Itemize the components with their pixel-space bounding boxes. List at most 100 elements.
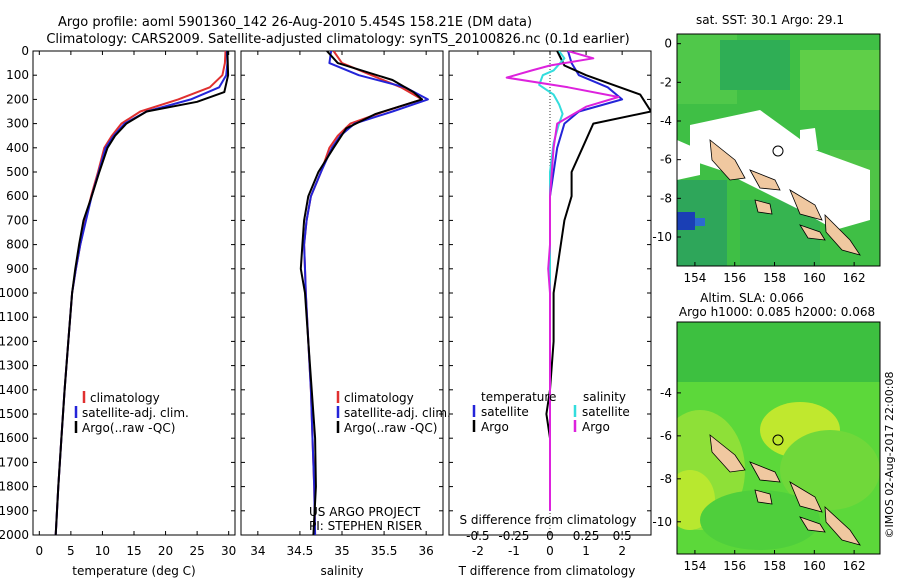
sla-map-frame — [676, 321, 881, 555]
legend-label-t-argo: Argo — [481, 420, 509, 434]
map-x-tick-label: 158 — [763, 271, 786, 285]
legend-label-satellite: satellite-adj. clim. — [82, 406, 189, 420]
x-tick-label: 5 — [67, 544, 75, 558]
map-x-tick-label: 160 — [803, 271, 826, 285]
map-x-tick-label: 158 — [763, 559, 786, 573]
axis-ticks: 0100200300400500600700800900100011001200… — [0, 44, 651, 558]
map-y-tick-label: -10 — [652, 515, 672, 529]
map-y-tick-label: 0 — [664, 37, 672, 51]
figure-title: Argo profile: aoml 5901360_142 26-Aug-20… — [58, 15, 532, 30]
figure-subtitle: Climatology: CARS2009. Satellite-adjuste… — [46, 32, 629, 47]
map-x-tick-label: 160 — [803, 559, 826, 573]
difference-xlabel: T difference from climatology — [458, 564, 636, 578]
y-tick-label: 600 — [6, 189, 29, 203]
x-tick-label: 2 — [618, 544, 626, 558]
legend-label-climatology: climatology — [344, 391, 414, 405]
temperature-legend: climatology satellite-adj. clim. Argo(..… — [74, 391, 189, 435]
x-tick-label: 10 — [95, 544, 110, 558]
y-tick-label: 1200 — [0, 334, 29, 348]
map-y-tick-label: -6 — [660, 153, 672, 167]
pi-annotation: PI: STEPHEN RISER — [309, 519, 422, 533]
y-tick-label: 1100 — [0, 310, 29, 324]
legend-label-argo: Argo(..raw -QC) — [344, 421, 437, 435]
credit-text: ©IMOS 02-Aug-2017 22:00:08 — [883, 372, 896, 539]
series-line-climatology — [303, 51, 423, 535]
map-y-tick-label: -8 — [660, 191, 672, 205]
temperature-panel — [32, 50, 236, 536]
series-line-climatology — [54, 51, 227, 535]
sla-map-title: Altim. SLA: 0.066 — [700, 291, 804, 305]
x-tick-label: 0 — [546, 544, 554, 558]
y-tick-label: 1700 — [0, 455, 29, 469]
y-tick-label: 2000 — [0, 528, 29, 542]
x-tick-top-label: -0.5 — [466, 529, 489, 543]
salinity-xlabel: salinity — [320, 564, 363, 578]
series-line-argo-raw-qc- — [299, 51, 423, 535]
legend-label-t-satellite: satellite — [481, 405, 529, 419]
sst-map-frame — [676, 33, 881, 267]
legend-label-s-satellite: satellite — [582, 405, 630, 419]
map-x-tick-label: 154 — [683, 559, 706, 573]
temperature-xlabel: temperature (deg C) — [72, 564, 195, 578]
series-line-temperature-argo — [545, 51, 651, 511]
map-x-tick-label: 156 — [723, 559, 746, 573]
y-tick-label: 500 — [6, 165, 29, 179]
map-x-tick-label: 162 — [843, 271, 866, 285]
x-tick-label: 15 — [126, 544, 141, 558]
y-tick-label: 100 — [6, 68, 29, 82]
map-y-tick-label: -2 — [660, 75, 672, 89]
series-line-argo-raw-qc- — [54, 51, 230, 535]
x-tick-label: 36 — [419, 544, 434, 558]
argo-position-marker — [772, 145, 784, 157]
y-tick-label: 1400 — [0, 383, 29, 397]
legend-label-argo: Argo(..raw -QC) — [82, 421, 175, 435]
map-x-tick-label: 156 — [723, 271, 746, 285]
series-line-satellite-adj-clim- — [54, 51, 229, 535]
series-line-salinity-argo — [505, 51, 620, 511]
difference-xlabel-top: S difference from climatology — [460, 513, 637, 527]
y-tick-label: 900 — [6, 262, 29, 276]
x-tick-label: 25 — [189, 544, 204, 558]
y-tick-label: 1500 — [0, 407, 29, 421]
x-tick-label: 35.5 — [371, 544, 398, 558]
legend-title-temperature: temperature — [481, 390, 556, 404]
map-y-tick-label: -10 — [652, 230, 672, 244]
sla-map — [677, 322, 880, 554]
series-line-satellite-adj-clim- — [303, 51, 429, 535]
y-tick-label: 1600 — [0, 431, 29, 445]
map-y-tick-label: -8 — [660, 472, 672, 486]
x-tick-label: 1 — [582, 544, 590, 558]
x-tick-label: 0 — [35, 544, 43, 558]
legend-title-salinity: salinity — [583, 390, 626, 404]
map-y-tick-label: -6 — [660, 429, 672, 443]
x-tick-top-label: 0.25 — [573, 529, 600, 543]
difference-legend: temperature satellite Argo salinity sate… — [472, 390, 630, 434]
y-tick-label: 400 — [6, 141, 29, 155]
x-tick-label: 20 — [158, 544, 173, 558]
y-tick-label: 700 — [6, 213, 29, 227]
legend-label-satellite: satellite-adj. clim. — [344, 406, 451, 420]
y-tick-label: 1800 — [0, 480, 29, 494]
sst-map-title: sat. SST: 30.1 Argo: 29.1 — [696, 13, 844, 27]
x-tick-label: -1 — [508, 544, 520, 558]
y-tick-label: 300 — [6, 117, 29, 131]
map-x-tick-label: 162 — [843, 559, 866, 573]
map-x-tick-label: 154 — [683, 271, 706, 285]
sst-map — [677, 34, 880, 266]
y-tick-label: 1300 — [0, 359, 29, 373]
x-tick-label: 34.5 — [287, 544, 314, 558]
y-tick-label: 0 — [21, 44, 29, 58]
x-tick-label: 34 — [250, 544, 265, 558]
y-tick-label: 1900 — [0, 504, 29, 518]
profile-lines — [54, 51, 651, 535]
series-line-salinity-satellite — [538, 51, 566, 511]
y-tick-label: 1000 — [0, 286, 29, 300]
x-tick-label: 35 — [334, 544, 349, 558]
legend-label-climatology: climatology — [90, 391, 160, 405]
map-y-tick-label: -4 — [660, 386, 672, 400]
sla-map-ticks: 154 156 158 160 162 -4 -6 -8 -10 — [652, 386, 865, 573]
salinity-panel — [240, 50, 444, 536]
map-y-tick-label: -4 — [660, 114, 672, 128]
sst-map-ticks: 154 156 158 160 162 0 -2 -4 -6 -8 -10 — [652, 37, 865, 285]
x-tick-label: -2 — [472, 544, 484, 558]
